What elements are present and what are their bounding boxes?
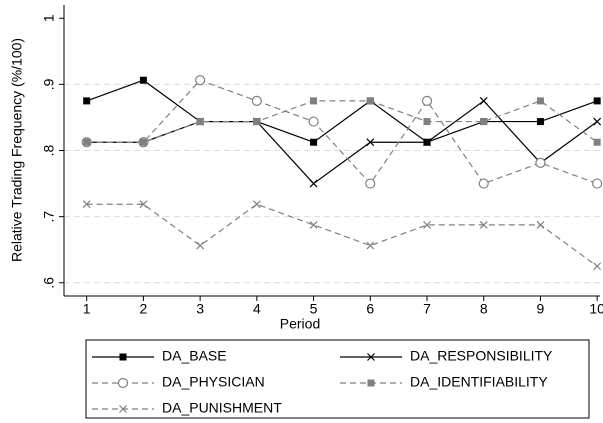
legend-label: DA_PHYSICIAN — [162, 374, 265, 390]
marker — [196, 118, 204, 126]
marker — [478, 178, 489, 189]
marker — [535, 157, 546, 169]
marker — [310, 138, 318, 146]
marker — [592, 178, 603, 189]
legend-box — [85, 339, 590, 419]
x-tick-label: 10 — [589, 301, 603, 317]
series-line — [86, 203, 598, 267]
x-tick-label: 4 — [253, 301, 261, 317]
marker — [536, 97, 544, 105]
marker — [479, 220, 488, 229]
y-tick-label: 1 — [41, 14, 57, 22]
marker — [253, 118, 261, 126]
legend-label: DA_RESPONSIBILITY — [410, 348, 553, 364]
marker — [593, 97, 601, 105]
legend-label: DA_PUNISHMENT — [162, 400, 282, 416]
marker — [139, 138, 147, 146]
series-line — [86, 79, 598, 143]
marker — [309, 179, 318, 188]
marker — [479, 96, 488, 105]
y-tick-label: .7 — [41, 211, 57, 223]
marker — [423, 118, 431, 126]
marker — [83, 97, 91, 105]
marker — [366, 138, 375, 147]
legend-label: DA_IDENTIFIABILITY — [410, 374, 548, 390]
marker — [252, 200, 261, 209]
marker — [308, 116, 319, 127]
marker — [83, 138, 91, 146]
marker — [423, 138, 431, 147]
x-tick-label: 2 — [140, 301, 148, 317]
legend-marker — [367, 379, 375, 387]
marker — [139, 200, 148, 209]
x-tick-label: 3 — [196, 301, 204, 317]
x-tick-label: 5 — [310, 301, 318, 317]
x-tick-label: 8 — [480, 301, 488, 317]
marker — [421, 95, 433, 106]
y-tick-label: .9 — [41, 78, 57, 90]
marker — [82, 200, 91, 209]
legend-label: DA_BASE — [162, 348, 227, 364]
marker — [365, 178, 376, 189]
series-line — [86, 79, 598, 185]
marker — [366, 241, 375, 250]
y-axis-label: Relative Trading Frequency (%/100) — [9, 38, 25, 262]
series-line — [86, 100, 598, 143]
x-axis-label: Period — [280, 316, 320, 332]
marker — [196, 241, 205, 250]
marker — [536, 220, 545, 229]
marker — [195, 75, 206, 86]
marker — [593, 117, 602, 126]
marker — [423, 220, 431, 229]
marker — [536, 118, 544, 126]
marker — [139, 76, 147, 84]
x-tick-label: 9 — [537, 301, 545, 317]
legend-marker — [367, 353, 375, 361]
legend-marker — [119, 353, 127, 361]
legend-marker — [119, 405, 127, 413]
marker — [310, 97, 318, 105]
legend-marker — [117, 377, 129, 389]
marker — [480, 118, 488, 126]
marker — [366, 97, 374, 105]
marker — [593, 138, 601, 146]
x-tick-label: 6 — [366, 301, 374, 317]
y-tick-label: .6 — [41, 277, 57, 289]
y-tick-label: .8 — [41, 144, 57, 156]
marker — [309, 220, 318, 229]
marker — [251, 95, 262, 106]
series-line — [86, 100, 598, 185]
x-tick-label: 7 — [423, 301, 431, 317]
marker — [593, 262, 602, 271]
x-tick-label: 1 — [83, 301, 91, 317]
